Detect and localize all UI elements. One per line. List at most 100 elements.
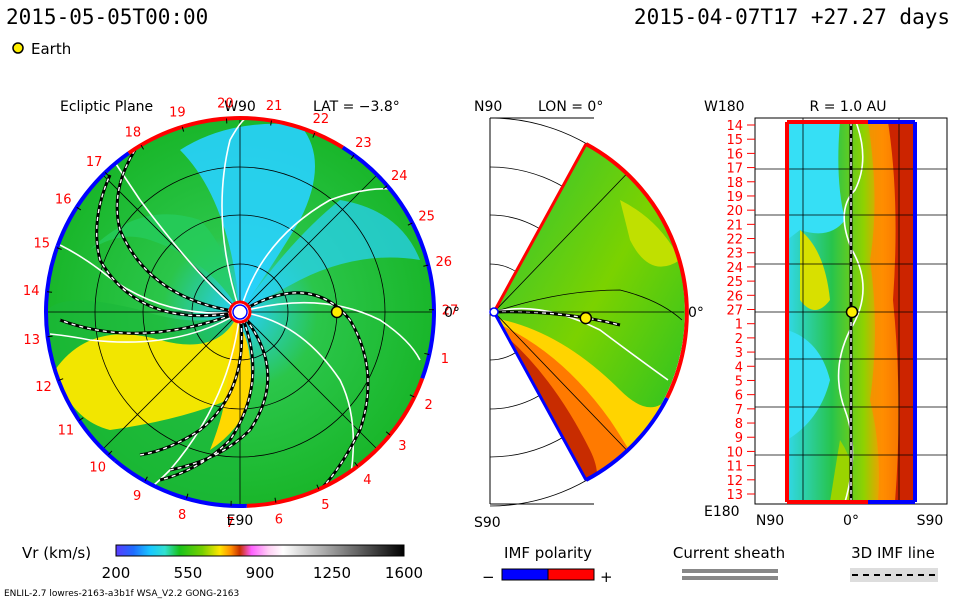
carrington-tick-mark: [407, 222, 413, 226]
radial-y-tick-label: 22: [726, 233, 743, 248]
radial-y-tick-label: 16: [726, 147, 743, 162]
carrington-tick-label: 3: [398, 439, 406, 454]
carrington-tick-mark: [140, 144, 145, 150]
radial-y-ticks: 1415161718192021222324252627123456789101…: [726, 119, 755, 503]
polarity-ring-arc: [127, 116, 344, 155]
colorbar-tick-label: 1250: [313, 564, 351, 582]
radial-y-tick-label: 11: [726, 460, 743, 475]
radial-y-tick-label: 27: [726, 304, 743, 319]
ecliptic-earth-marker: [330, 305, 344, 319]
imf-polarity-title: IMF polarity: [504, 544, 592, 562]
meridional-earth-marker: [579, 311, 593, 325]
current-sheath-swatch-bottom: [682, 576, 778, 580]
radial-y-tick-label: 7: [735, 403, 743, 418]
radial-x-tick-label: N90: [756, 513, 784, 529]
meridional-title: LON = 0°: [538, 99, 603, 115]
meridional-panel: N90 LON = 0° S90 0°: [474, 99, 704, 531]
meridional-bottom-label: S90: [474, 515, 501, 531]
polarity-ring-arc: [341, 145, 436, 380]
radial-y-tick-label: 4: [735, 360, 743, 375]
carrington-tick-mark: [385, 431, 391, 436]
carrington-tick-label: 11: [58, 423, 75, 438]
radial-bottom-left-label: E180: [704, 504, 740, 520]
carrington-tick-mark: [270, 120, 272, 126]
radial-y-tick-label: 19: [726, 190, 743, 205]
carrington-tick-mark: [47, 291, 53, 293]
radial-y-tick-label: 23: [726, 247, 743, 262]
colorbar-tick-label: 550: [174, 564, 203, 582]
velocity-colorbar: Vr (km/s) 200 550 900 1250 1600: [22, 544, 423, 582]
radial-panel: W180 R = 1.0 AU E180 1415161718192021222…: [704, 99, 948, 529]
ecliptic-polarity-ring: [44, 116, 436, 508]
carrington-tick-mark: [181, 126, 185, 132]
radial-x-tick-label: S90: [917, 513, 944, 529]
carrington-tick-mark: [58, 378, 64, 381]
carrington-tick-mark: [78, 417, 84, 421]
carrington-tick-label: 2: [425, 398, 433, 413]
carrington-tick-mark: [47, 335, 53, 338]
carrington-tick-mark: [104, 172, 110, 177]
polarity-ring-arc: [114, 459, 247, 508]
radial-y-tick-label: 10: [726, 445, 743, 460]
radial-y-tick-label: 15: [726, 133, 743, 148]
radial-x-tick-label: 0°: [843, 513, 859, 529]
current-sheath-swatch-top: [682, 569, 778, 573]
radial-y-tick-label: 20: [726, 204, 743, 219]
radial-title: R = 1.0 AU: [810, 99, 887, 115]
carrington-tick-mark: [316, 484, 320, 490]
polarity-ring-arc: [44, 244, 117, 463]
radial-y-tick-label: 14: [726, 119, 743, 134]
carrington-tick-label: 24: [391, 169, 408, 184]
colorbar-ticks: 200 550 900 1250 1600: [102, 564, 423, 582]
colorbar-tick-label: 900: [246, 564, 275, 582]
imf-line-swatch-bg: [850, 568, 938, 582]
radial-y-tick-label: 21: [726, 218, 743, 233]
radial-y-tick-label: 24: [726, 261, 743, 276]
run-info: 2015-04-07T17 +27.27 days: [634, 5, 950, 29]
carrington-tick-label: 25: [418, 210, 435, 225]
radial-y-tick-label: 3: [735, 346, 743, 361]
ecliptic-panel: Ecliptic Plane W90 LAT = −3.8°: [23, 97, 460, 531]
carrington-tick-label: 14: [23, 284, 40, 299]
carrington-tick-mark: [354, 461, 359, 467]
carrington-tick-label: 4: [363, 473, 371, 488]
carrington-tick-label: 22: [313, 112, 330, 127]
radial-y-tick-label: 6: [735, 389, 743, 404]
ecliptic-right-label: 0°: [444, 305, 460, 321]
carrington-tick-mark: [383, 185, 388, 190]
carrington-tick-label: 27: [442, 304, 459, 319]
carrington-tick-mark: [108, 450, 113, 455]
meridional-top-label: N90: [474, 99, 502, 115]
imf-polarity-plus: +: [600, 568, 613, 586]
radial-x-ticks: N90 0° S90: [756, 513, 944, 529]
imf-polarity-minus: −: [482, 568, 495, 586]
radial-y-tick-label: 1: [735, 318, 743, 333]
radial-y-tick-label: 9: [735, 431, 743, 446]
imf-line-title: 3D IMF line: [851, 544, 935, 562]
carrington-tick-label: 26: [436, 255, 453, 270]
carrington-tick-mark: [409, 394, 415, 398]
carrington-tick-label: 5: [321, 498, 329, 513]
colorbar-tick-label: 200: [102, 564, 131, 582]
carrington-tick-mark: [76, 206, 82, 211]
carrington-tick-label: 10: [89, 460, 106, 475]
radial-y-tick-label: 25: [726, 275, 743, 290]
radial-y-tick-label: 18: [726, 176, 743, 191]
radial-y-tick-label: 26: [726, 289, 743, 304]
earth-legend-marker: [12, 42, 24, 54]
carrington-tick-label: 7: [226, 516, 234, 531]
radial-y-tick-label: 13: [726, 488, 743, 503]
carrington-tick-label: 20: [217, 97, 234, 112]
radial-y-tick-label: 12: [726, 474, 743, 489]
carrington-tick-label: 17: [86, 155, 103, 170]
carrington-tick-mark: [274, 497, 277, 503]
carrington-tick-label: 9: [133, 489, 141, 504]
earth-legend-label: Earth: [31, 40, 71, 58]
radial-y-tick-label: 5: [735, 375, 743, 390]
carrington-tick-label: 8: [178, 508, 186, 523]
carrington-tick-mark: [424, 352, 430, 356]
ecliptic-title: Ecliptic Plane: [60, 99, 153, 115]
imf-line-legend: 3D IMF line: [850, 544, 938, 582]
carrington-tick-label: 18: [125, 125, 142, 140]
current-sheath-title: Current sheath: [673, 544, 785, 562]
